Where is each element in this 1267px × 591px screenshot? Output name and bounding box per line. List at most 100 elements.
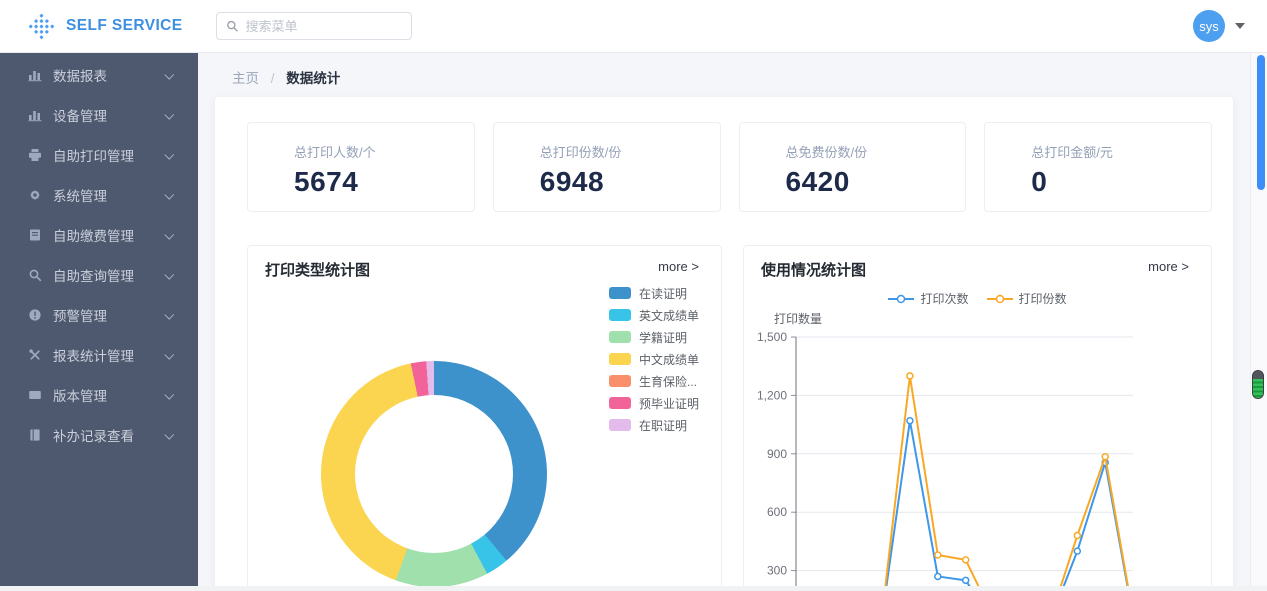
y-axis-name: 打印数量 [774, 312, 823, 326]
usage-line-chart: 1,500 1,200 900 600 300 [757, 330, 1133, 591]
search-icon [227, 20, 238, 32]
sidebar-item-5[interactable]: 自助缴费管理 [0, 215, 198, 255]
breadcrumb-separator: / [270, 71, 275, 86]
chevron-down-icon [164, 149, 175, 160]
legend-label: 学籍证明 [638, 330, 687, 345]
chevron-down-icon [164, 69, 175, 80]
sidebar-item-label: 系统管理 [53, 189, 107, 204]
sidebar-item-10[interactable]: 补办记录查看 [0, 415, 198, 455]
sidebar: 数据报表设备管理自助打印管理 系统管理自助缴费管理自助查询管理预警管理报表统计管理… [0, 53, 198, 591]
gear-icon [28, 188, 42, 202]
chevron-down-icon [164, 109, 175, 120]
legend-label: 打印次数 [920, 292, 969, 306]
scroll-indicator-cap [1253, 371, 1263, 379]
sidebar-item-label: 版本管理 [53, 389, 107, 404]
legend-item[interactable]: 预毕业证明 [608, 396, 699, 411]
stat-card: 总打印份数/份 6948 [492, 122, 721, 212]
breadcrumb: 主页 / 数据统计 [232, 67, 340, 87]
sidebar-item-7[interactable]: 预警管理 [0, 295, 198, 335]
legend-swatch [608, 331, 631, 343]
usage-panel: 使用情况统计图 more > 打印次数 打印份数 打印数量 1,500 1,200 9… [743, 245, 1212, 591]
chevron-down-icon [164, 269, 175, 280]
legend-label: 生育保险... [638, 374, 697, 389]
sidebar-item-2[interactable]: 设备管理 [0, 95, 198, 135]
svg-text:1,500: 1,500 [757, 330, 787, 344]
legend-item[interactable]: 打印次数 [888, 290, 969, 307]
more-link[interactable]: more > [658, 259, 699, 274]
stat-value: 6420 [785, 166, 850, 197]
breadcrumb-home[interactable]: 主页 [232, 71, 259, 86]
alert-icon [28, 308, 42, 322]
sidebar-item-label: 自助打印管理 [53, 149, 134, 164]
sidebar-item-label: 补办记录查看 [53, 429, 134, 444]
panel-title: 使用情况统计图 [761, 262, 867, 279]
payment-icon [28, 228, 42, 242]
chevron-down-icon[interactable] [1235, 23, 1245, 29]
horizontal-scrollbar-track[interactable] [0, 586, 1267, 591]
sidebar-item-8[interactable]: 报表统计管理 [0, 335, 198, 375]
sidebar-item-label: 数据报表 [53, 69, 107, 84]
stat-card: 总免费份数/份 6420 [738, 122, 967, 212]
logo: SELF SERVICE [28, 12, 196, 40]
legend-item[interactable]: 在职证明 [608, 418, 699, 433]
sidebar-item-label: 自助缴费管理 [53, 229, 134, 244]
donut-legend: 在读证明英文成绩单学籍证明中文成绩单生育保险... 预毕业证明在职证明 [608, 286, 699, 433]
print-type-panel: 打印类型统计图 more > 在读证明英文成绩单学籍证明中文成绩单生育保险...… [247, 245, 722, 591]
tools-icon [28, 348, 42, 362]
search-icon [28, 268, 42, 282]
sidebar-item-label: 预警管理 [53, 309, 107, 324]
legend-label: 预毕业证明 [638, 396, 699, 411]
legend-swatch [608, 375, 631, 387]
sidebar-item-1[interactable]: 数据报表 [0, 55, 198, 95]
avatar[interactable]: sys [1193, 10, 1225, 42]
stat-value: 6948 [539, 166, 605, 197]
legend-symbol [986, 294, 1013, 303]
panel-title: 打印类型统计图 [265, 262, 371, 279]
sidebar-item-3[interactable]: 自助打印管理 [0, 135, 198, 175]
vertical-scrollbar-thumb[interactable] [1257, 55, 1265, 190]
legend-swatch [608, 287, 631, 299]
logo-dots-icon [28, 12, 55, 40]
sidebar-item-label: 报表统计管理 [53, 349, 134, 364]
legend-label: 在职证明 [638, 418, 687, 433]
chevron-down-icon [164, 309, 175, 320]
version-icon [28, 388, 42, 402]
scroll-indicator-stripes [1253, 379, 1263, 398]
legend-label: 中文成绩单 [638, 352, 699, 367]
stat-label: 总打印份数/份 [539, 145, 622, 160]
legend-item[interactable]: 英文成绩单 [608, 308, 699, 323]
search-box[interactable] [216, 12, 412, 40]
svg-text:600: 600 [767, 505, 787, 519]
legend-item[interactable]: 打印份数 [986, 290, 1067, 307]
sidebar-item-4[interactable]: 系统管理 [0, 175, 198, 215]
legend-swatch [608, 419, 631, 431]
chevron-down-icon [164, 229, 175, 240]
legend-label: 打印份数 [1018, 292, 1067, 306]
svg-text:300: 300 [767, 564, 787, 578]
breadcrumb-current: 数据统计 [286, 71, 341, 86]
stats-row: 总打印人数/个 5674 总打印份数/份 6948 总免费份数/份 6420 总打印金额/元… [247, 122, 1212, 212]
bar-chart-icon [28, 68, 42, 82]
legend-item[interactable]: 在读证明 [608, 286, 699, 301]
print-type-donut [321, 361, 547, 587]
legend-item[interactable]: 学籍证明 [608, 330, 699, 345]
sidebar-item-6[interactable]: 自助查询管理 [0, 255, 198, 295]
legend-item[interactable]: 中文成绩单 [608, 352, 699, 367]
stat-card: 总打印人数/个 5674 [247, 122, 475, 212]
svg-text:1,200: 1,200 [757, 388, 787, 402]
records-icon [28, 428, 42, 442]
chevron-down-icon [164, 349, 175, 360]
chevron-down-icon [164, 189, 175, 200]
search-input[interactable] [245, 18, 402, 34]
legend-item[interactable]: 生育保险... [608, 374, 699, 389]
charts-row: 打印类型统计图 more > 在读证明英文成绩单学籍证明中文成绩单生育保险...… [247, 245, 1212, 591]
chevron-down-icon [164, 389, 175, 400]
header: SELF SERVICE sys [0, 0, 1267, 53]
scroll-indicator-widget[interactable] [1252, 370, 1264, 399]
legend-swatch [608, 397, 631, 409]
stat-label: 总打印人数/个 [294, 145, 376, 160]
bar-chart-icon [28, 108, 42, 122]
svg-text:900: 900 [767, 447, 787, 461]
sidebar-item-9[interactable]: 版本管理 [0, 375, 198, 415]
more-link[interactable]: more > [1148, 259, 1189, 274]
